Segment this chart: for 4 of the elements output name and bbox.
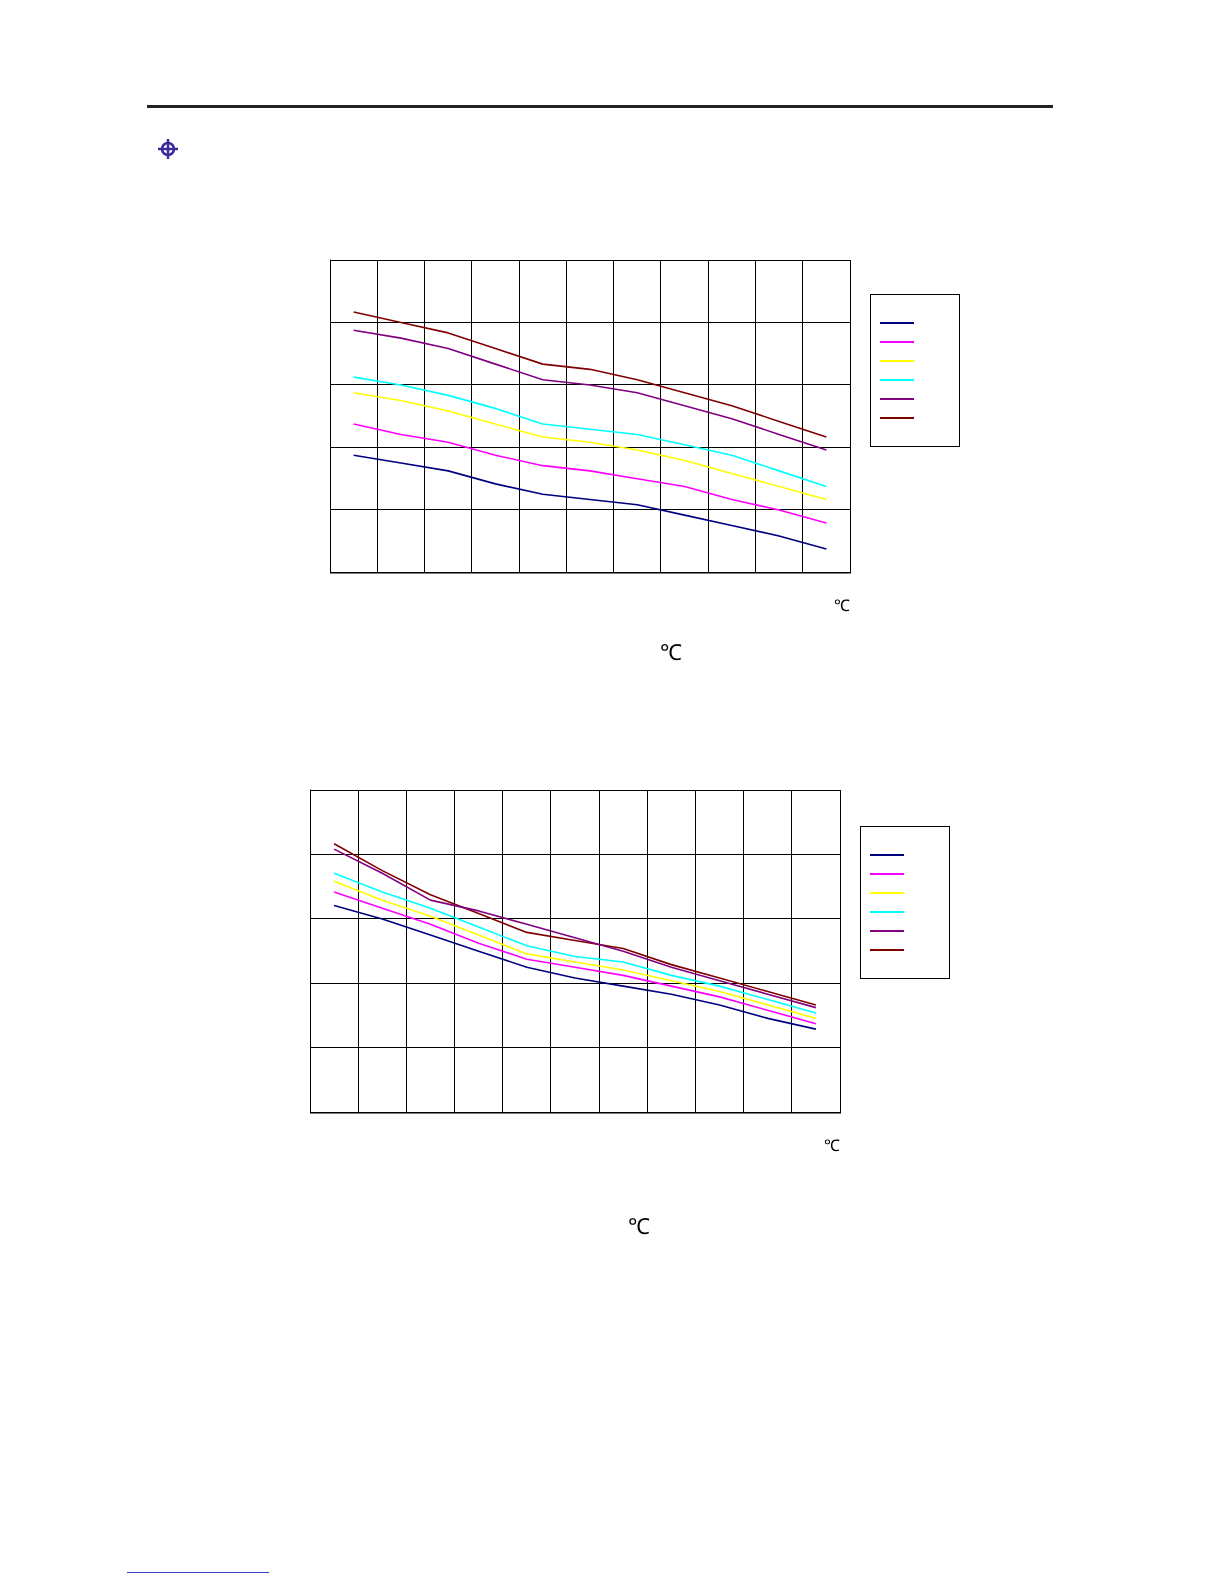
text: ℃	[628, 1213, 650, 1240]
text: ℃	[660, 639, 682, 666]
x-axis-title: ℃	[824, 1136, 840, 1154]
x-axis-title: ℃	[834, 596, 850, 614]
